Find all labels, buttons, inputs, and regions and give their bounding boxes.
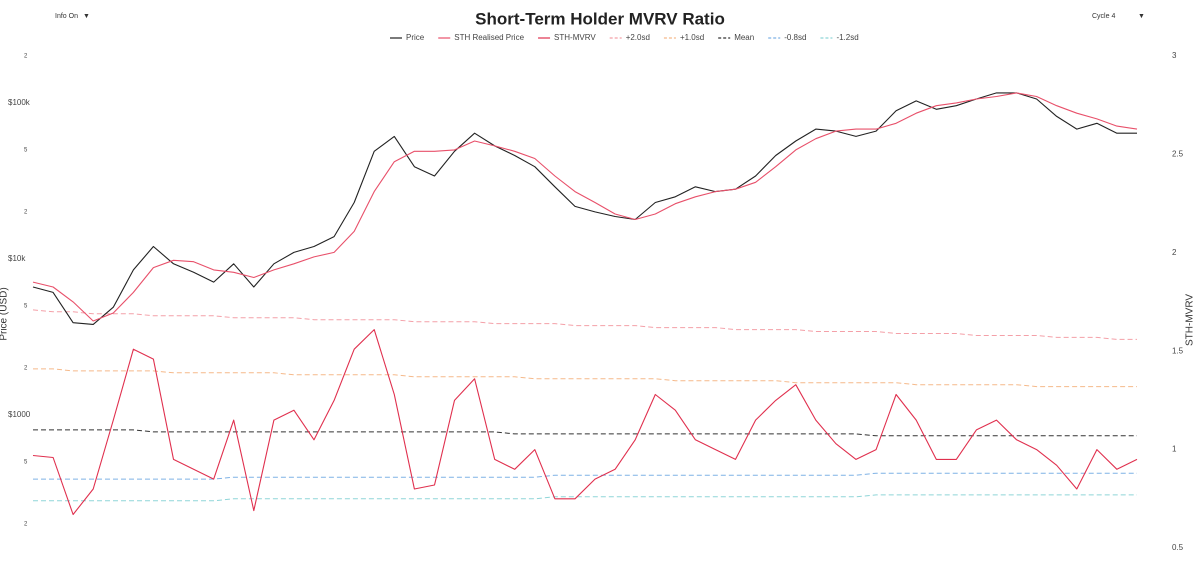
y-tick-label: 2 bbox=[24, 365, 28, 371]
legend-label: Price bbox=[406, 33, 425, 42]
legend-label: STH-MVRV bbox=[554, 33, 596, 42]
y-tick-label: 2 bbox=[24, 54, 28, 60]
series-line bbox=[33, 429, 1137, 437]
y-tick-label: 5 bbox=[24, 303, 28, 309]
series-line bbox=[32, 329, 1138, 516]
y2-axis-title: STH-MVRV bbox=[1185, 294, 1196, 346]
y-tick-label: 2 bbox=[24, 210, 28, 216]
legend: Price STH Realised Price STH-MVRV +2.0sd +1.… bbox=[390, 33, 859, 42]
dropdown-arrow[interactable]: ▼ bbox=[1138, 13, 1145, 20]
y-tick-label: $100k bbox=[8, 98, 31, 107]
chart-title: Short-Term Holder MVRV Ratio bbox=[475, 9, 725, 28]
legend-label: Mean bbox=[734, 33, 754, 42]
y2-tick-label: 0.5 bbox=[1172, 543, 1184, 552]
y2-tick-label: 2 bbox=[1172, 248, 1177, 257]
cycle-dropdown[interactable]: Cycle 4 ▼ bbox=[1092, 13, 1145, 20]
y-tick-label: 5 bbox=[24, 147, 28, 153]
legend-label: STH Realised Price bbox=[454, 33, 524, 42]
legend-label: -1.2sd bbox=[836, 33, 858, 42]
y-tick-label: 2 bbox=[24, 521, 28, 527]
y2-tick-label: 1 bbox=[1172, 445, 1177, 454]
y-tick-label: $10k bbox=[8, 254, 26, 263]
info-dropdown[interactable]: Info On ▼ bbox=[55, 13, 90, 20]
y2-tick-label: 3 bbox=[1172, 51, 1177, 60]
series-line bbox=[33, 472, 1137, 480]
cycle-label[interactable]: Cycle 4 bbox=[1092, 13, 1115, 20]
legend-label: +2.0sd bbox=[626, 33, 650, 42]
series-line bbox=[33, 368, 1137, 388]
legend-label: +1.0sd bbox=[680, 33, 704, 42]
y-tick-label: $1000 bbox=[8, 410, 31, 419]
y-axis-title: Price (USD) bbox=[0, 287, 10, 340]
dropdown-arrow[interactable]: ▼ bbox=[83, 13, 90, 20]
series-line bbox=[32, 92, 1137, 325]
y2-tick-label: 2.5 bbox=[1172, 150, 1184, 159]
y2-tick-label: 1.5 bbox=[1172, 346, 1184, 355]
series-line bbox=[32, 92, 1138, 322]
legend-label: -0.8sd bbox=[784, 33, 806, 42]
info-label[interactable]: Info On bbox=[55, 13, 78, 20]
series-line bbox=[33, 494, 1137, 502]
y-tick-label: 5 bbox=[24, 459, 28, 465]
series-line bbox=[32, 309, 1137, 340]
